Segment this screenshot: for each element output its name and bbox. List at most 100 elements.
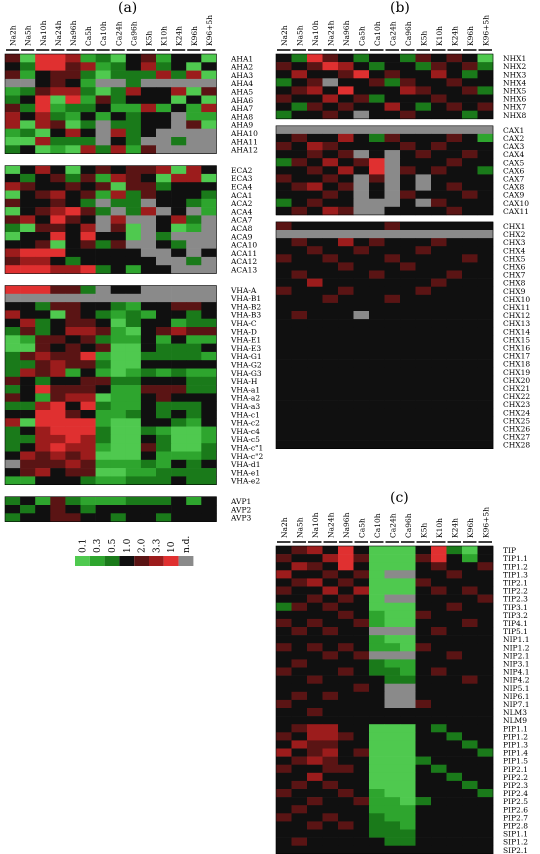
heatmap-cell: [462, 198, 478, 208]
heatmap-cell: [338, 554, 354, 563]
row-label: VHA-a3: [230, 402, 260, 411]
heatmap-cell: [50, 182, 66, 191]
heatmap-cell: [353, 837, 370, 846]
heatmap-cell: [65, 223, 81, 233]
heatmap-cell: [477, 813, 494, 822]
heatmap-cell: [171, 78, 187, 88]
heatmap-cell: [291, 546, 308, 555]
heatmap-cell: [353, 659, 370, 668]
heatmap-cell: [291, 424, 308, 433]
heatmap-cell: [5, 95, 21, 105]
heatmap-cell: [35, 265, 51, 274]
heatmap-cell: [369, 94, 385, 103]
heatmap-cell: [431, 691, 447, 701]
heatmap-cell: [276, 578, 292, 587]
heatmap-cell: [276, 262, 292, 271]
heatmap-cell: [307, 740, 323, 749]
heatmap-cell: [462, 270, 478, 279]
heatmap-cell: [369, 772, 385, 782]
row-label: CAX5: [503, 158, 524, 167]
heatmap-cell: [140, 62, 157, 71]
heatmap-cell: [291, 230, 308, 239]
heatmap-cell: [446, 294, 463, 304]
heatmap-cell: [276, 643, 292, 652]
heatmap-cell: [156, 87, 172, 96]
heatmap-cell: [307, 375, 323, 385]
column-label-k96h: K96h: [466, 518, 475, 538]
heatmap-cell: [353, 554, 370, 563]
heatmap-cell: [95, 293, 111, 303]
heatmap-cell: [338, 659, 354, 668]
heatmap-cell: [291, 408, 308, 417]
heatmap-cell: [415, 797, 432, 806]
heatmap-cell: [446, 683, 463, 693]
heatmap-cell: [400, 70, 416, 79]
heatmap-cell: [125, 165, 142, 175]
heatmap-cell: [369, 748, 385, 757]
heatmap-cell: [80, 265, 96, 274]
heatmap-cell: [276, 699, 292, 709]
heatmap-cell: [462, 408, 478, 417]
heatmap-cell: [415, 311, 432, 320]
heatmap-cell: [431, 643, 447, 652]
heatmap-cell: [477, 716, 494, 725]
heatmap-cell: [462, 262, 478, 271]
heatmap-cell: [431, 182, 447, 191]
heatmap-cell: [80, 376, 96, 386]
heatmap-cell: [125, 248, 142, 258]
heatmap-cell: [186, 54, 202, 63]
row-label: ECA2: [231, 166, 253, 175]
heatmap-cell: [415, 110, 432, 120]
row-label: NHX2: [503, 62, 526, 71]
heatmap-cell: [276, 627, 292, 636]
row-label: VHA-a1: [230, 385, 260, 394]
heatmap-cell: [156, 182, 172, 191]
heatmap-cell: [462, 659, 478, 668]
heatmap-cell: [125, 137, 142, 146]
heatmap-cell: [384, 166, 401, 175]
heatmap-cell: [171, 232, 187, 241]
panel-c-label: (c): [390, 490, 409, 506]
heatmap-cell: [384, 230, 401, 239]
heatmap-cell: [95, 360, 111, 369]
heatmap-cell: [186, 120, 202, 129]
heatmap-cell: [400, 78, 416, 87]
heatmap-cell: [80, 401, 96, 411]
row-label: VHA-G3: [230, 369, 262, 378]
heatmap-cell: [20, 302, 36, 311]
heatmap-cell: [353, 54, 370, 63]
heatmap-cell: [415, 375, 432, 385]
heatmap-cell: [125, 120, 142, 129]
heatmap-cell: [415, 635, 432, 644]
heatmap-cell: [338, 102, 354, 111]
column-label-k5h: K5h: [419, 31, 428, 46]
heatmap-cell: [20, 393, 36, 402]
heatmap-cell: [338, 62, 354, 71]
heatmap-cell: [276, 270, 292, 279]
heatmap-cell: [186, 335, 202, 344]
heatmap-cell: [171, 54, 187, 63]
heatmap-cell: [291, 221, 308, 231]
heatmap-cell: [431, 270, 447, 279]
heatmap-cell: [140, 70, 157, 80]
heatmap-cell: [400, 294, 416, 304]
heatmap-cell: [446, 125, 463, 135]
heatmap-cell: [400, 740, 416, 749]
heatmap-cell: [186, 265, 202, 274]
heatmap-cell: [431, 254, 447, 263]
heatmap-cell: [171, 87, 187, 96]
heatmap-cell: [35, 335, 51, 344]
heatmap-cell: [431, 732, 447, 741]
heatmap-cell: [171, 198, 187, 208]
heatmap-cell: [353, 319, 370, 328]
heatmap-cell: [20, 256, 36, 266]
heatmap-cell: [322, 797, 339, 806]
heatmap-cell: [291, 610, 308, 620]
heatmap-cell: [171, 145, 187, 154]
heatmap-cell: [477, 392, 494, 401]
heatmap-cell: [322, 594, 339, 603]
heatmap-cell: [95, 443, 111, 452]
heatmap-cell: [65, 505, 81, 514]
heatmap-cell: [415, 699, 432, 709]
heatmap-cell: [186, 182, 202, 191]
